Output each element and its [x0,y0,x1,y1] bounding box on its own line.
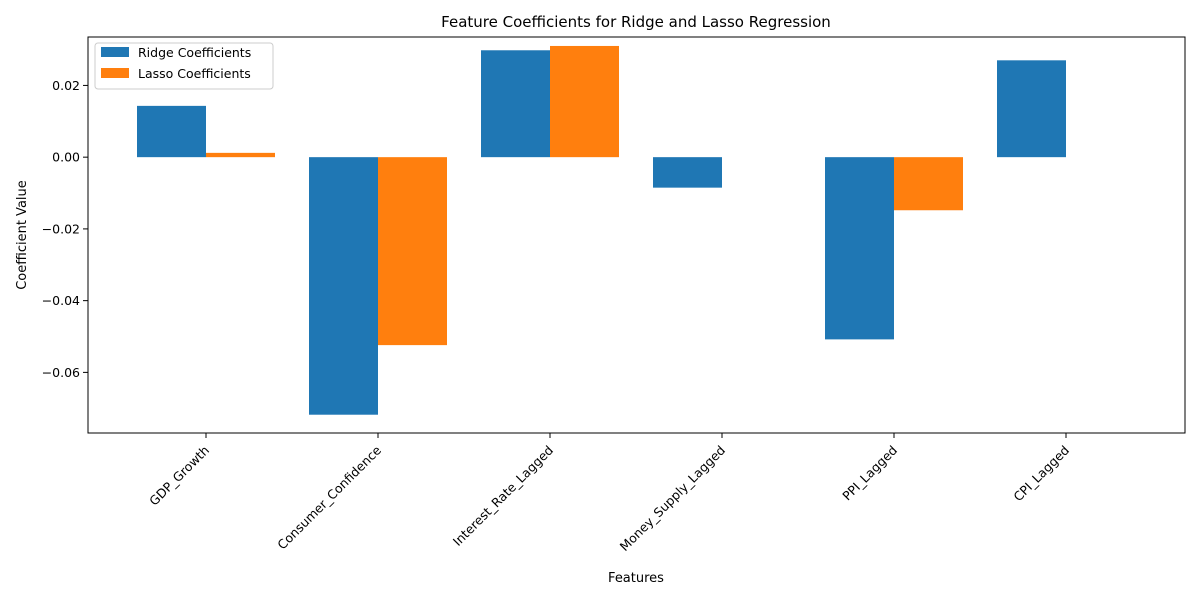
bar-ridge-cpi-lagged [997,60,1066,158]
legend-box [94,42,274,90]
y-axis-label: Coefficient Value [15,180,30,290]
bar-ridge-interest-rate-lagged [481,50,550,158]
chart-title: Feature Coefficients for Ridge and Lasso… [441,13,831,31]
x-tick-label: Money_Supply_Lagged [617,443,728,554]
y-tick-label: 0.00 [52,150,80,165]
legend-label-ridge: Ridge Coefficients [138,45,251,60]
y-tick-label: −0.06 [42,365,80,380]
bar-lasso-gdp-growth [206,152,275,158]
x-axis-label: Features [608,571,664,586]
y-axis: −0.06 −0.04 −0.02 0.00 0.02 [42,78,88,380]
x-tick-label: CPI_Lagged [1010,443,1072,505]
legend: Ridge Coefficients Lasso Coefficients [94,42,274,90]
x-tick-label: GDP_Growth [146,443,212,509]
bar-ridge-consumer-confidence [309,157,378,415]
bar-ridge-ppi-lagged [825,157,894,340]
x-tick-label: Interest_Rate_Lagged [450,443,556,549]
x-axis: GDP_Growth Consumer_Confidence Interest_Ra… [146,433,1072,554]
x-tick-label: Consumer_Confidence [274,442,384,552]
legend-swatch-lasso [101,68,129,78]
legend-swatch-ridge [101,47,129,57]
x-tick-label: PPI_Lagged [839,443,900,504]
plot-frame [87,36,1186,434]
y-tick-label: 0.02 [52,78,80,93]
bar-lasso-interest-rate-lagged [550,45,619,158]
bar-ridge-money-supply-lagged [653,157,722,188]
bar-ridge-gdp-growth [137,105,206,158]
bar-lasso-ppi-lagged [894,157,963,211]
bars-group [137,45,1066,415]
y-tick-label: −0.02 [42,221,80,236]
y-tick-label: −0.04 [42,293,80,308]
legend-label-lasso: Lasso Coefficients [138,66,251,81]
bar-lasso-consumer-confidence [378,157,447,346]
